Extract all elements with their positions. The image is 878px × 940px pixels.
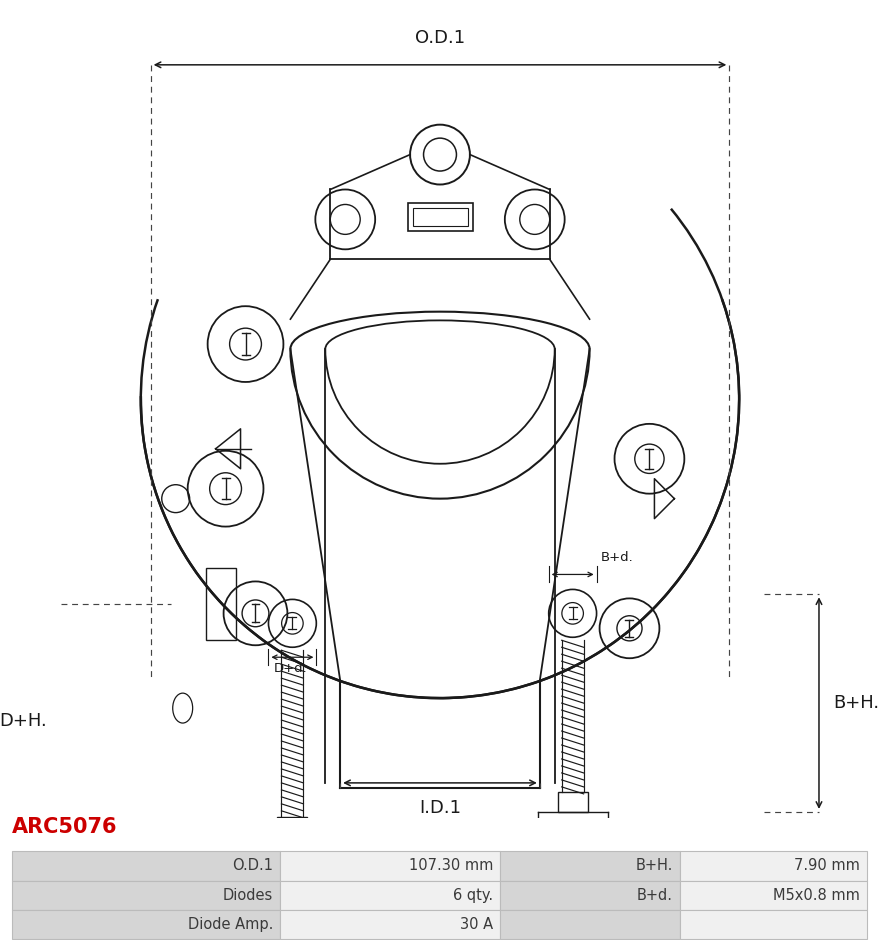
Bar bbox=[680, 852, 866, 881]
Bar bbox=[12, 910, 280, 939]
Text: B+H.: B+H. bbox=[635, 858, 673, 873]
Bar bbox=[500, 881, 680, 910]
Text: O.D.1: O.D.1 bbox=[232, 858, 273, 873]
Text: D+d.: D+d. bbox=[273, 662, 306, 675]
Text: D+H.: D+H. bbox=[0, 712, 47, 729]
Bar bbox=[205, 569, 235, 640]
Bar bbox=[280, 910, 500, 939]
Text: 6 qty.: 6 qty. bbox=[452, 887, 493, 902]
Bar bbox=[280, 852, 500, 881]
Text: B+H.: B+H. bbox=[832, 694, 878, 713]
Text: B+d.: B+d. bbox=[637, 887, 673, 902]
Text: 107.30 mm: 107.30 mm bbox=[408, 858, 493, 873]
Text: 30 A: 30 A bbox=[459, 916, 493, 932]
Text: B+d.: B+d. bbox=[600, 552, 632, 565]
Bar bbox=[12, 852, 280, 881]
Text: 7.90 mm: 7.90 mm bbox=[793, 858, 859, 873]
Text: M5x0.8 mm: M5x0.8 mm bbox=[773, 887, 859, 902]
Text: I.D.1: I.D.1 bbox=[419, 799, 460, 817]
Bar bbox=[407, 203, 472, 231]
Bar bbox=[12, 881, 280, 910]
Bar bbox=[413, 209, 467, 227]
Bar bbox=[680, 881, 866, 910]
Bar bbox=[680, 910, 866, 939]
Text: O.D.1: O.D.1 bbox=[414, 29, 464, 47]
Bar bbox=[280, 881, 500, 910]
Text: Diode Amp.: Diode Amp. bbox=[187, 916, 273, 932]
Text: Diodes: Diodes bbox=[222, 887, 273, 902]
Bar bbox=[557, 791, 587, 812]
Bar bbox=[500, 852, 680, 881]
Bar bbox=[277, 817, 307, 837]
Text: ARC5076: ARC5076 bbox=[12, 817, 118, 838]
Bar bbox=[500, 910, 680, 939]
